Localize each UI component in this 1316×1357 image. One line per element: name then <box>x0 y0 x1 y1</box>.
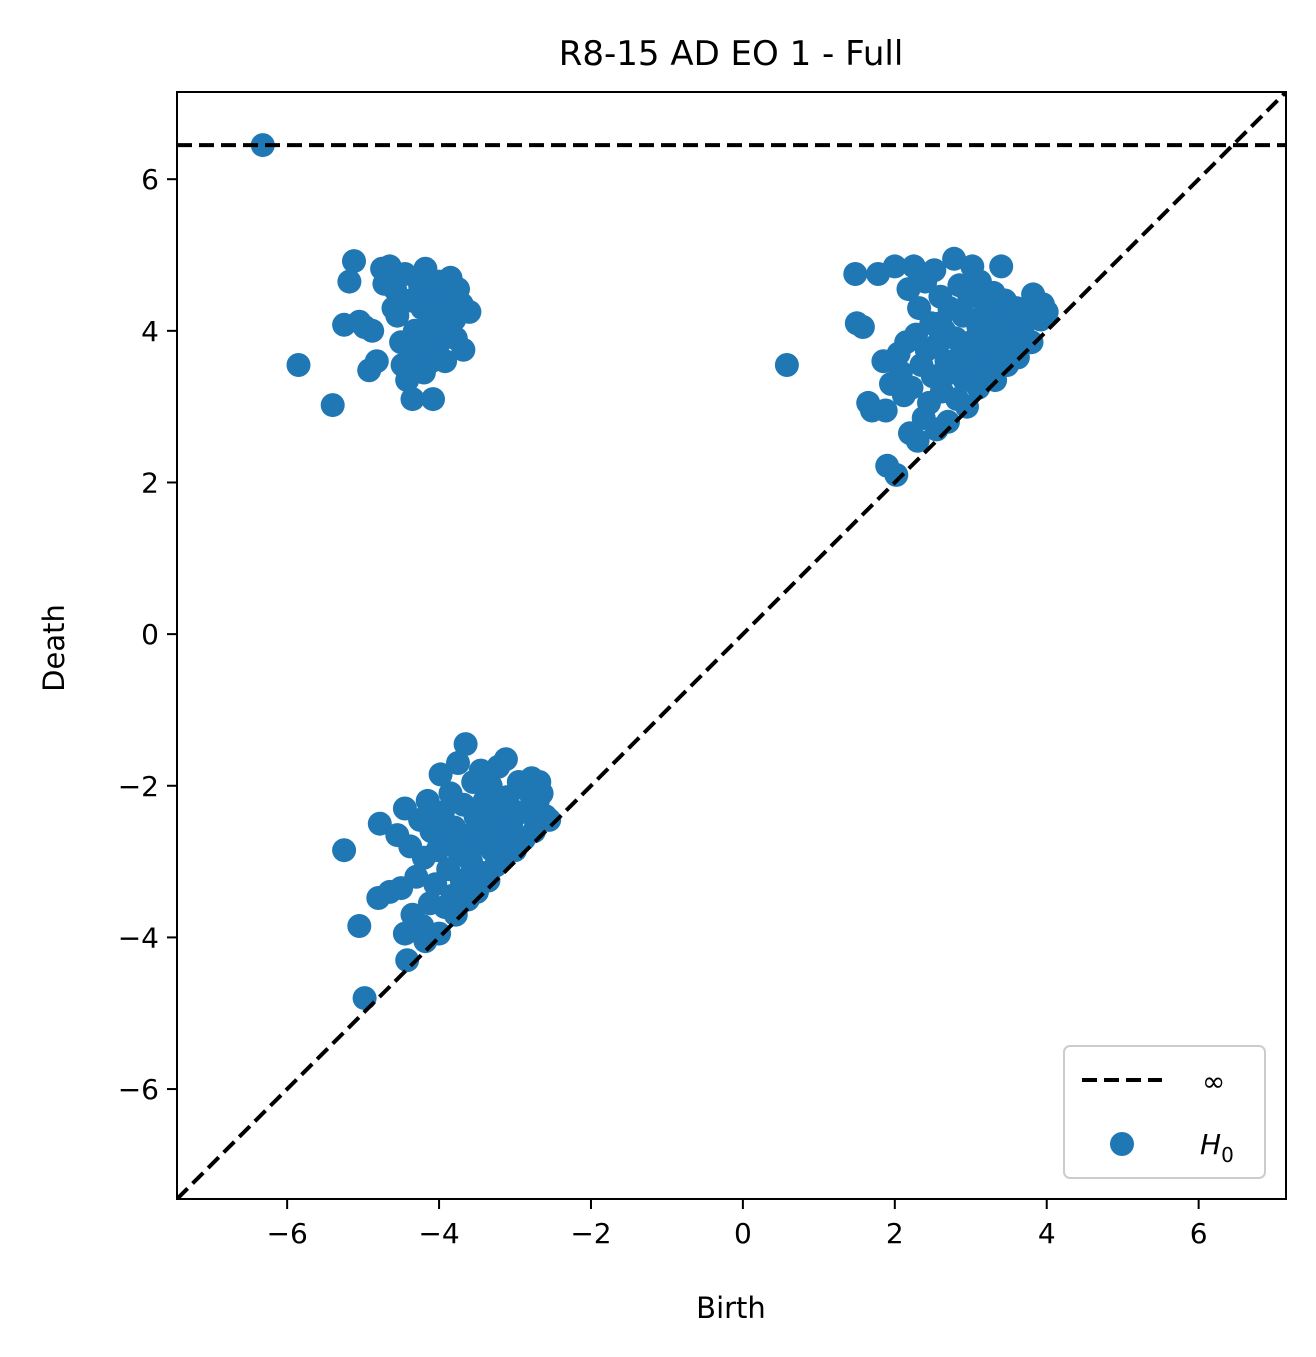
h0-point <box>250 133 275 158</box>
h0-point <box>850 315 875 339</box>
h0-point <box>529 781 554 806</box>
x-tick-label: −4 <box>418 1217 459 1250</box>
y-tick-label: −6 <box>118 1073 159 1106</box>
x-tick-label: 4 <box>1038 1217 1056 1250</box>
y-tick-label: 6 <box>141 163 159 196</box>
h0-point <box>433 349 458 374</box>
plot-area <box>176 91 1287 1200</box>
x-tick-label: −2 <box>570 1217 611 1250</box>
legend-h0-marker <box>1110 1132 1134 1156</box>
h0-point <box>928 311 953 336</box>
h0-point <box>472 819 497 844</box>
h0-point <box>951 349 976 374</box>
h0-point <box>451 337 476 362</box>
h0-points <box>250 133 1059 1011</box>
chart-title: R8-15 AD EO 1 - Full <box>559 34 904 74</box>
y-tick-label: 4 <box>141 315 159 348</box>
y-tick-label: −2 <box>118 770 159 803</box>
h0-point <box>989 254 1014 279</box>
h0-point <box>442 834 467 859</box>
h0-point <box>360 318 385 343</box>
h0-point <box>428 762 453 787</box>
h0-point <box>320 393 345 418</box>
h0-point <box>427 921 452 946</box>
h0-point <box>873 398 898 423</box>
x-axis-label: Birth <box>696 1291 766 1325</box>
h0-point <box>337 269 362 294</box>
h0-point <box>537 807 562 832</box>
h0-point <box>364 349 389 374</box>
h0-point <box>395 948 420 973</box>
y-tick-label: 0 <box>141 618 159 651</box>
x-tick-label: 6 <box>1190 1217 1208 1250</box>
legend-box <box>1063 1045 1266 1179</box>
x-tick-label: 0 <box>734 1217 752 1250</box>
h0-point <box>342 249 366 274</box>
h0-point <box>936 409 960 434</box>
y-axis-label: Death <box>37 604 71 692</box>
legend-h0-letter: H <box>1200 1128 1221 1161</box>
y-tick-label: −4 <box>118 921 159 954</box>
y-tick-label: 2 <box>141 466 159 499</box>
legend-h0-label: H0 <box>1200 1128 1234 1167</box>
plot-frame <box>176 91 1287 1200</box>
h0-point <box>1034 299 1059 324</box>
legend-infinity-label: ∞ <box>1202 1065 1225 1098</box>
h0-point <box>332 838 357 863</box>
y-axis-ticks: −6 −4 −2 0 2 4 6 <box>118 163 177 1106</box>
h0-point <box>774 353 799 377</box>
x-tick-label: −6 <box>266 1217 307 1250</box>
diagonal-line <box>177 92 1286 1199</box>
h0-point <box>404 864 429 889</box>
h0-point <box>352 986 377 1011</box>
h0-point <box>400 387 425 412</box>
h0-point <box>381 296 406 321</box>
h0-point <box>884 462 909 487</box>
h0-point <box>922 258 947 283</box>
h0-point <box>905 428 930 453</box>
h0-point <box>843 262 868 286</box>
h0-point <box>457 299 482 324</box>
x-tick-label: 2 <box>886 1217 904 1250</box>
h0-point <box>966 315 991 339</box>
h0-point <box>367 811 392 836</box>
legend-h0-subscript: 0 <box>1221 1143 1234 1167</box>
reference-lines <box>177 92 1286 1199</box>
h0-point <box>404 330 429 355</box>
h0-point <box>1019 330 1044 355</box>
h0-point <box>427 807 452 832</box>
h0-point <box>347 914 372 938</box>
h0-point <box>942 246 967 271</box>
legend: ∞ H0 <box>1063 1045 1266 1179</box>
h0-point <box>453 732 478 757</box>
x-axis-ticks: −6 −4 −2 0 2 4 6 <box>266 1199 1208 1250</box>
h0-point <box>955 394 979 419</box>
h0-point <box>436 315 461 339</box>
h0-point <box>493 747 518 772</box>
h0-point <box>421 387 445 412</box>
h0-point <box>446 751 470 775</box>
h0-point <box>882 254 907 279</box>
h0-point <box>899 375 924 400</box>
h0-point <box>286 353 311 377</box>
